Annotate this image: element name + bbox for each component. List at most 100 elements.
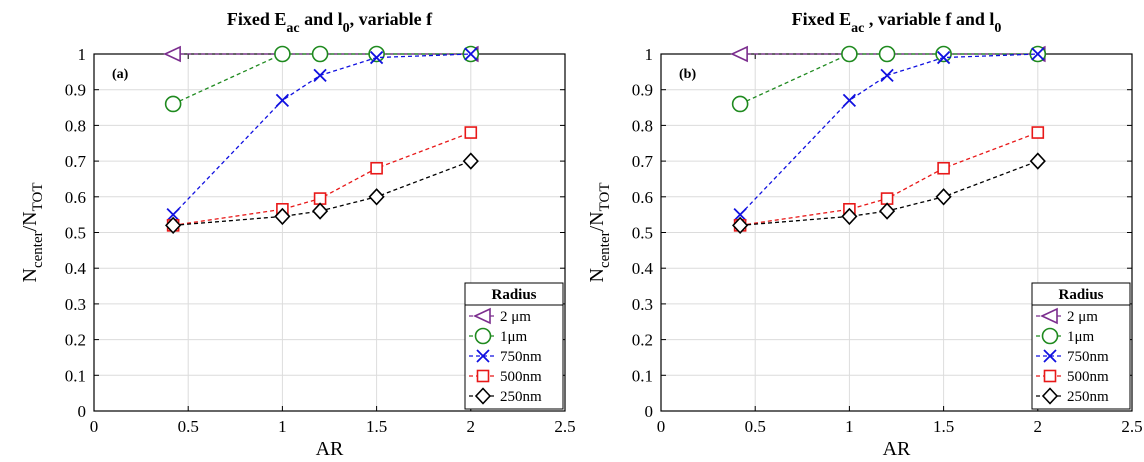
x-axis-label: AR [883,438,911,460]
data-point [368,188,385,206]
x-tick-label: 1 [278,417,287,436]
data-point [464,47,478,61]
data-point [880,68,894,83]
legend-entry: 1μm [500,329,528,345]
series-4 [732,152,1046,235]
data-point [464,126,478,139]
y-tick-label: 0.8 [65,116,86,135]
y-tick-label: 0.9 [65,81,86,100]
legend: Radius 2 μm 1μm 750nm 500nm 250nm [1031,282,1131,410]
data-point [368,45,385,63]
data-point [731,95,749,113]
data-point [878,202,896,220]
y-tick-label: 0.6 [632,188,653,207]
y-tick-label: 0.4 [632,259,654,278]
x-tick-label: 0 [657,417,666,436]
y-tick-label: 0.7 [65,152,87,171]
y-tick-label: 0.9 [632,81,653,100]
legend-entry: 2 μm [500,309,531,325]
legend-entry: 1μm [1067,329,1095,345]
data-point [274,207,291,226]
data-point [275,93,290,108]
data-point [730,45,748,63]
data-point [936,50,951,65]
legend-marker [1040,307,1058,325]
y-tick-label: 0.6 [65,188,86,207]
y-tick-label: 0 [78,402,87,421]
x-tick-label: 1.5 [366,417,387,436]
data-point [166,208,180,222]
legend-entry: 500nm [500,369,542,385]
x-tick-label: 2.5 [554,417,575,436]
y-tick-label: 0.8 [632,116,653,135]
y-tick-label: 0.3 [65,295,86,314]
data-point [311,202,329,220]
legend-title: Radius [1058,287,1103,303]
y-tick-label: 0.1 [65,366,86,385]
x-tick-label: 2.5 [1121,417,1142,436]
legend-marker [473,307,491,325]
y-tick-label: 0.3 [632,295,653,314]
legend-marker [1043,369,1057,383]
legend-marker [1041,327,1059,345]
legend-entry: 250nm [500,389,542,405]
y-axis-label: Ncenter/NTOT [586,183,613,283]
data-point [841,207,858,226]
data-point [165,216,182,235]
x-axis-label: AR [316,438,344,460]
y-tick-label: 1 [78,45,87,64]
y-tick-label: 0.7 [632,152,654,171]
panel-label: (a) [112,67,129,82]
data-point [462,152,479,170]
data-point [842,93,857,108]
legend-box [1031,282,1131,410]
legend-marker [476,349,490,363]
data-point [164,95,182,113]
legend-box [464,282,564,410]
data-point [311,45,329,63]
data-point [1029,152,1046,170]
series-2 [166,47,478,222]
legend-entry: 750nm [1067,349,1109,365]
y-tick-label: 0.5 [632,224,653,243]
x-tick-label: 2 [467,417,476,436]
data-point [732,216,749,235]
data-point [369,50,384,65]
y-tick-label: 0 [645,402,654,421]
legend-entry: 750nm [500,349,542,365]
legend-marker [474,327,492,345]
legend-title: Radius [491,287,536,303]
data-point [937,161,950,175]
x-tick-label: 2 [1034,417,1043,436]
data-point [1031,47,1045,61]
legend-entry: 500nm [1067,369,1109,385]
series-2 [733,47,1045,222]
chart-panel-b: 0 0.5 1 1.5 2 2.5 0 0.1 0.2 0.3 0.4 0.5 0.6 0.7 0.8 0.9… [586,9,1143,460]
x-tick-label: 0.5 [178,417,199,436]
legend-marker [1043,349,1057,363]
x-tick-label: 0.5 [745,417,766,436]
data-point [370,161,383,175]
y-tick-label: 1 [645,45,654,64]
series-4 [165,152,479,235]
legend-entry: 2 μm [1067,309,1098,325]
data-point [1031,126,1045,139]
legend-marker [476,369,490,383]
y-axis-label: Ncenter/NTOT [19,183,46,283]
data-point [313,68,327,83]
y-tick-label: 0.4 [65,259,87,278]
data-point [841,45,858,63]
y-tick-label: 0.5 [65,224,86,243]
data-point [878,45,896,63]
legend: Radius 2 μm 1μm 750nm 500nm 250nm [464,282,564,410]
x-tick-label: 1 [845,417,854,436]
chart-title: Fixed Eac and l0, variable f [227,9,433,36]
legend-marker [474,387,492,405]
chart-panel-a: 0 0.5 1 1.5 2 2.5 0 0.1 0.2 0.3 0.4 0.5 0.6 0.7 0.8 0.9… [19,9,576,460]
panel-label: (b) [679,67,696,82]
data-point [935,188,952,206]
data-point [274,45,291,63]
y-tick-label: 0.2 [632,331,653,350]
x-tick-label: 1.5 [933,417,954,436]
